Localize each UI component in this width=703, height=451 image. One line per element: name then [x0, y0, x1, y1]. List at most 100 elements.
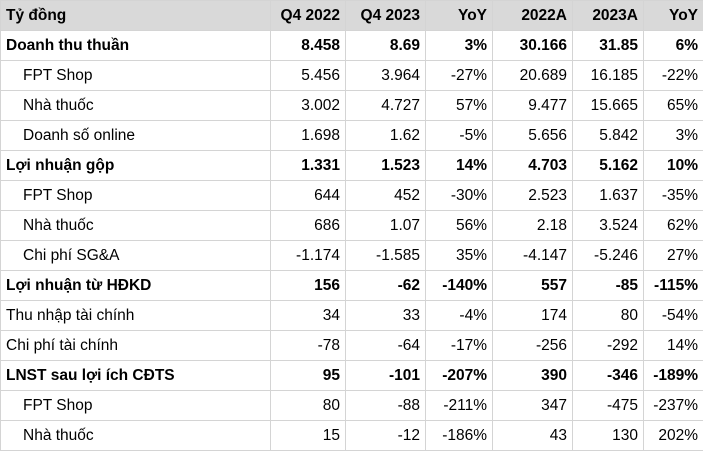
- cell: 8.69: [346, 31, 426, 61]
- row-label: Lợi nhuận từ HĐKD: [1, 271, 271, 301]
- cell: 14%: [426, 151, 493, 181]
- cell: 5.162: [573, 151, 644, 181]
- cell: 2.18: [493, 211, 573, 241]
- row-label: Thu nhập tài chính: [1, 301, 271, 331]
- cell: -85: [573, 271, 644, 301]
- cell: 10%: [644, 151, 703, 181]
- cell: 30.166: [493, 31, 573, 61]
- cell: 62%: [644, 211, 703, 241]
- cell: 3%: [426, 31, 493, 61]
- cell: -62: [346, 271, 426, 301]
- cell: 4.703: [493, 151, 573, 181]
- cell: 686: [271, 211, 346, 241]
- row-label: Lợi nhuận gộp: [1, 151, 271, 181]
- cell: -475: [573, 391, 644, 421]
- row-label: Doanh thu thuần: [1, 31, 271, 61]
- cell: 3.964: [346, 61, 426, 91]
- cell: -17%: [426, 331, 493, 361]
- cell: 3.524: [573, 211, 644, 241]
- cell: -4.147: [493, 241, 573, 271]
- cell: -12: [346, 421, 426, 451]
- cell: 20.689: [493, 61, 573, 91]
- row-label: FPT Shop: [1, 391, 271, 421]
- cell: 33: [346, 301, 426, 331]
- cell: 15.665: [573, 91, 644, 121]
- cell: 14%: [644, 331, 703, 361]
- cell: 95: [271, 361, 346, 391]
- cell: 4.727: [346, 91, 426, 121]
- cell: -1.585: [346, 241, 426, 271]
- cell: 347: [493, 391, 573, 421]
- cell: -140%: [426, 271, 493, 301]
- cell: -292: [573, 331, 644, 361]
- cell: 80: [271, 391, 346, 421]
- cell: 1.523: [346, 151, 426, 181]
- cell: -189%: [644, 361, 703, 391]
- header-cell: YoY: [644, 1, 703, 31]
- cell: 56%: [426, 211, 493, 241]
- header-cell: Tỷ đồng: [1, 1, 271, 31]
- cell: -35%: [644, 181, 703, 211]
- cell: 2.523: [493, 181, 573, 211]
- cell: 31.85: [573, 31, 644, 61]
- cell: -64: [346, 331, 426, 361]
- cell: 5.842: [573, 121, 644, 151]
- cell: 390: [493, 361, 573, 391]
- cell: -88: [346, 391, 426, 421]
- header-cell: 2023A: [573, 1, 644, 31]
- row-label: Nhà thuốc: [1, 211, 271, 241]
- cell: 8.458: [271, 31, 346, 61]
- cell: 27%: [644, 241, 703, 271]
- cell: -1.174: [271, 241, 346, 271]
- cell: 6%: [644, 31, 703, 61]
- cell: -256: [493, 331, 573, 361]
- row-label: Nhà thuốc: [1, 421, 271, 451]
- cell: 1.637: [573, 181, 644, 211]
- header-cell: 2022A: [493, 1, 573, 31]
- cell: 15: [271, 421, 346, 451]
- cell: -30%: [426, 181, 493, 211]
- cell: 1.62: [346, 121, 426, 151]
- cell: -346: [573, 361, 644, 391]
- cell: -5%: [426, 121, 493, 151]
- cell: 57%: [426, 91, 493, 121]
- cell: -186%: [426, 421, 493, 451]
- cell: -237%: [644, 391, 703, 421]
- cell: -27%: [426, 61, 493, 91]
- header-cell: Q4 2022: [271, 1, 346, 31]
- cell: 644: [271, 181, 346, 211]
- cell: 43: [493, 421, 573, 451]
- cell: 557: [493, 271, 573, 301]
- cell: 174: [493, 301, 573, 331]
- cell: 452: [346, 181, 426, 211]
- cell: 5.656: [493, 121, 573, 151]
- cell: 5.456: [271, 61, 346, 91]
- row-label: Chi phí SG&A: [1, 241, 271, 271]
- cell: 16.185: [573, 61, 644, 91]
- cell: -115%: [644, 271, 703, 301]
- row-label: FPT Shop: [1, 181, 271, 211]
- cell: 1.07: [346, 211, 426, 241]
- row-label: Nhà thuốc: [1, 91, 271, 121]
- cell: -78: [271, 331, 346, 361]
- cell: -54%: [644, 301, 703, 331]
- header-cell: Q4 2023: [346, 1, 426, 31]
- row-label: FPT Shop: [1, 61, 271, 91]
- cell: 1.331: [271, 151, 346, 181]
- cell: 80: [573, 301, 644, 331]
- cell: -211%: [426, 391, 493, 421]
